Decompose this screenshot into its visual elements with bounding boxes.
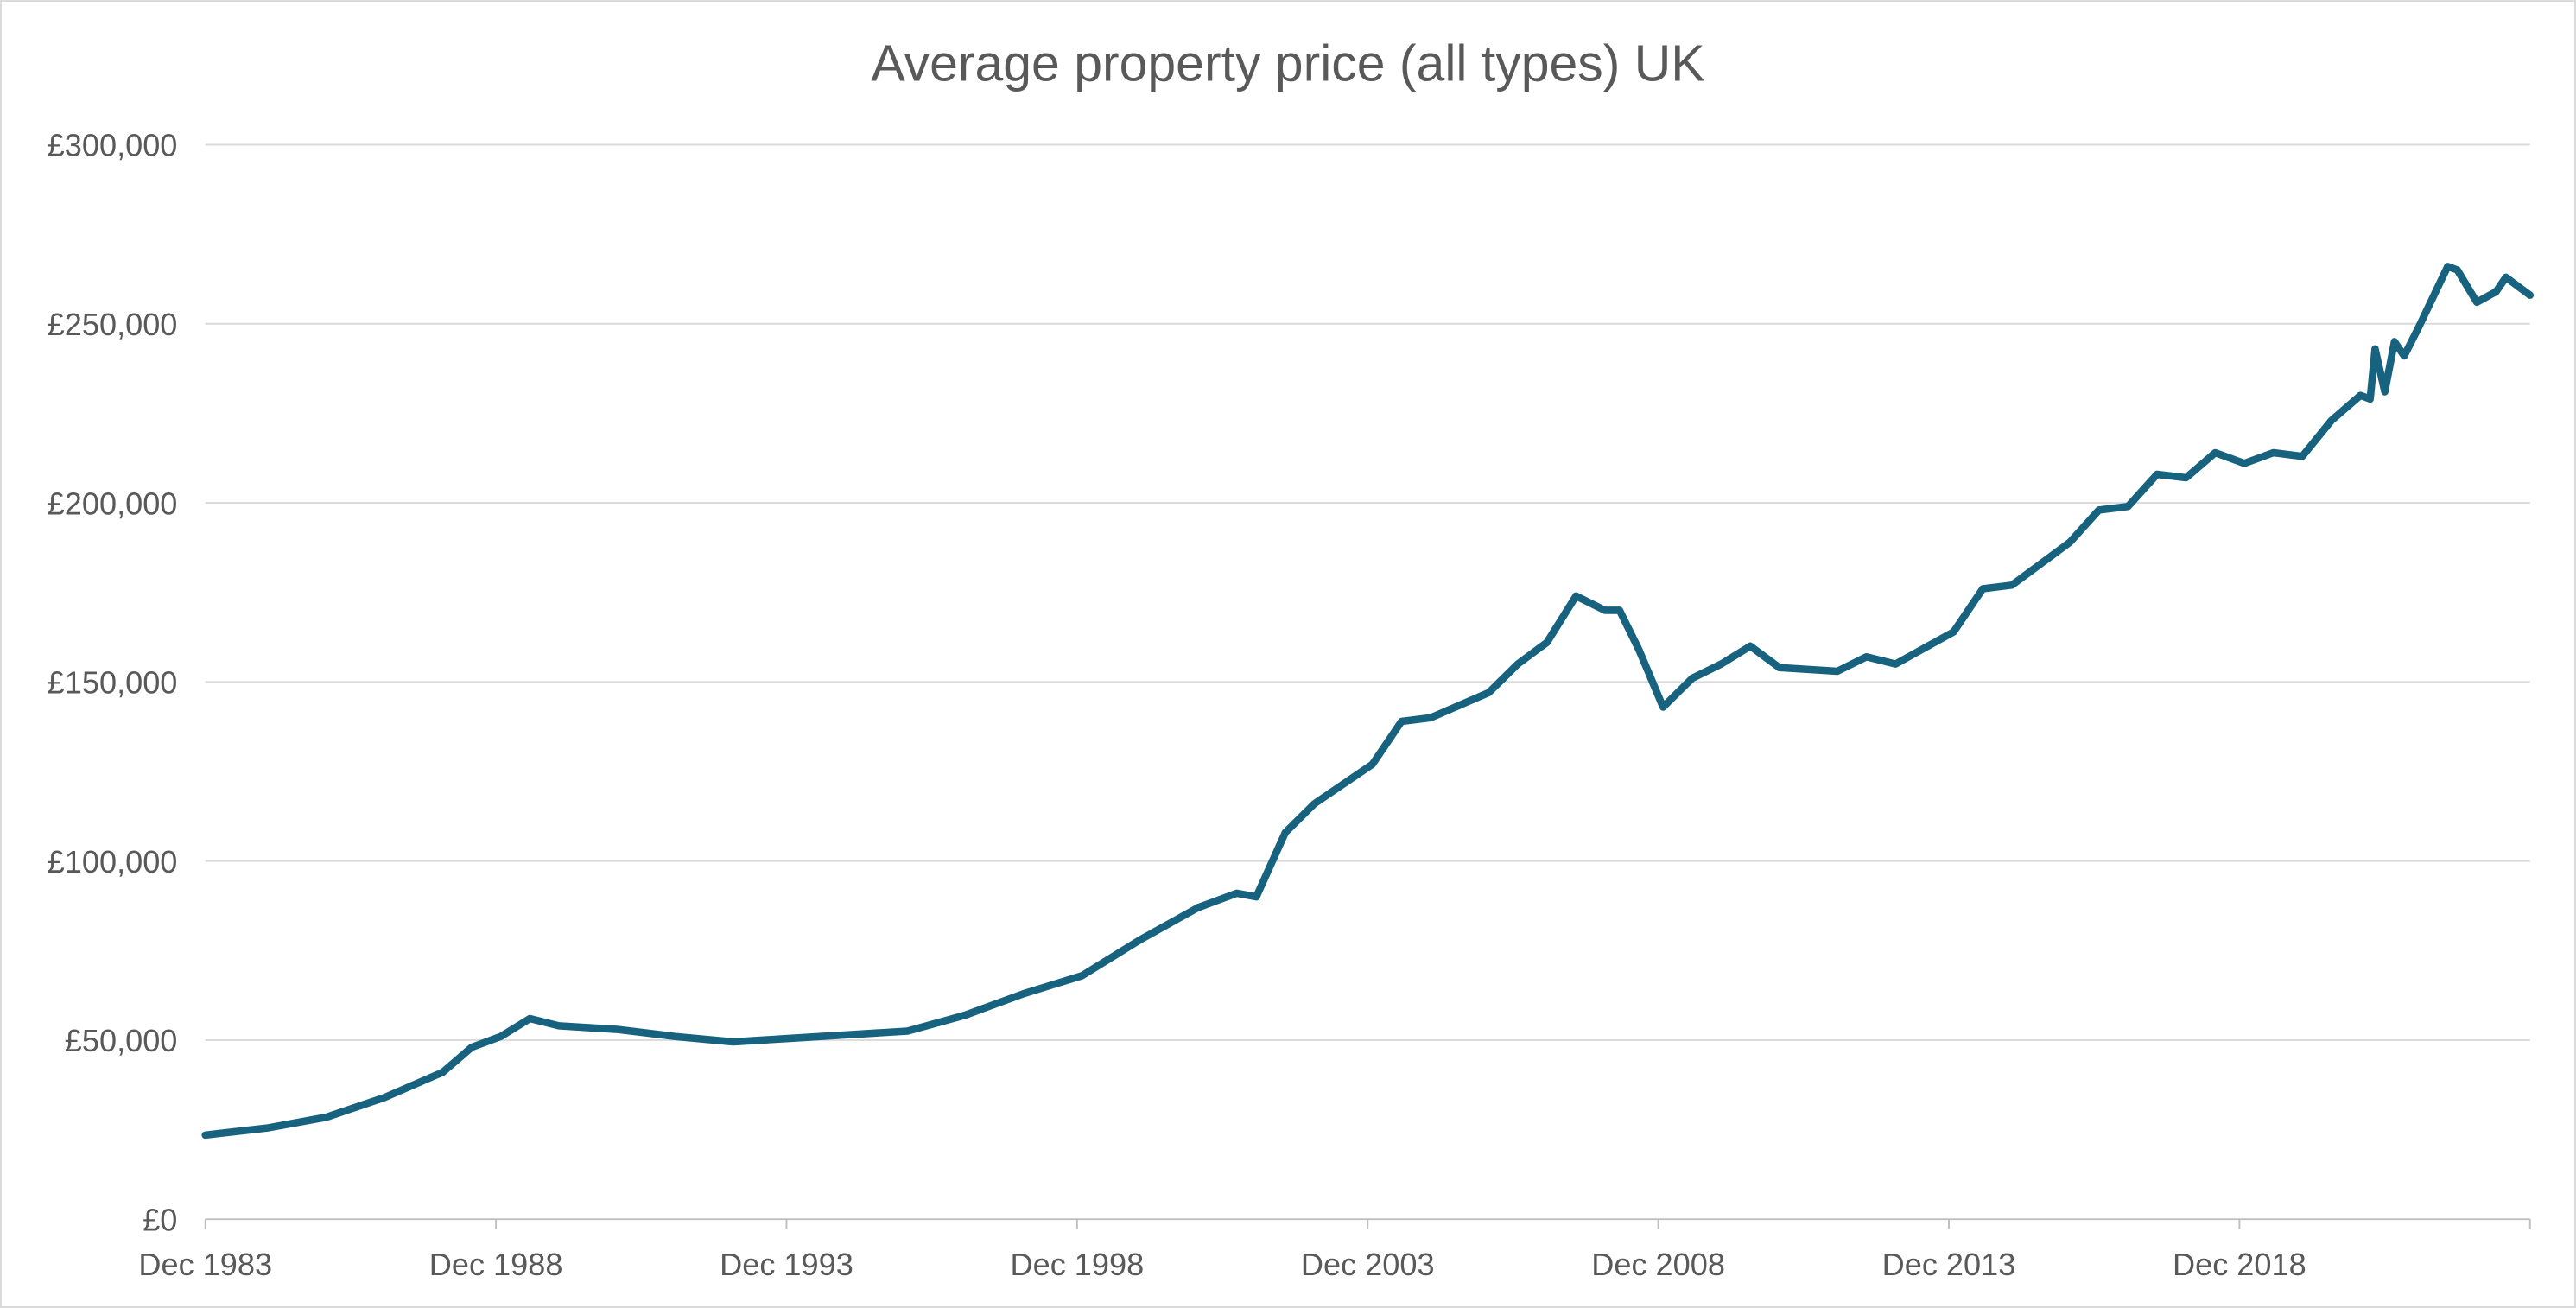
x-tick-label: Dec 2008	[1591, 1247, 1725, 1282]
chart-title: Average property price (all types) UK	[871, 35, 1704, 92]
price-series-line	[201, 263, 2535, 1140]
x-tick-label: Dec 2018	[2173, 1247, 2306, 1282]
x-tick-label: Dec 2003	[1301, 1247, 1435, 1282]
y-tick-label: £50,000	[65, 1023, 178, 1058]
y-tick-label: £150,000	[48, 665, 178, 701]
y-tick-label: £300,000	[48, 128, 178, 163]
y-tick-label: £200,000	[48, 486, 178, 521]
y-tick-label: £0	[143, 1203, 177, 1238]
x-tick-label: Dec 1988	[429, 1247, 563, 1282]
y-tick-label: £250,000	[48, 307, 178, 342]
x-tick-label: Dec 1993	[720, 1247, 853, 1282]
x-tick-label: Dec 1998	[1011, 1247, 1145, 1282]
x-tick-label: Dec 1983	[138, 1247, 272, 1282]
x-tick-label: Dec 2013	[1882, 1247, 2016, 1282]
y-tick-label: £100,000	[48, 844, 178, 879]
